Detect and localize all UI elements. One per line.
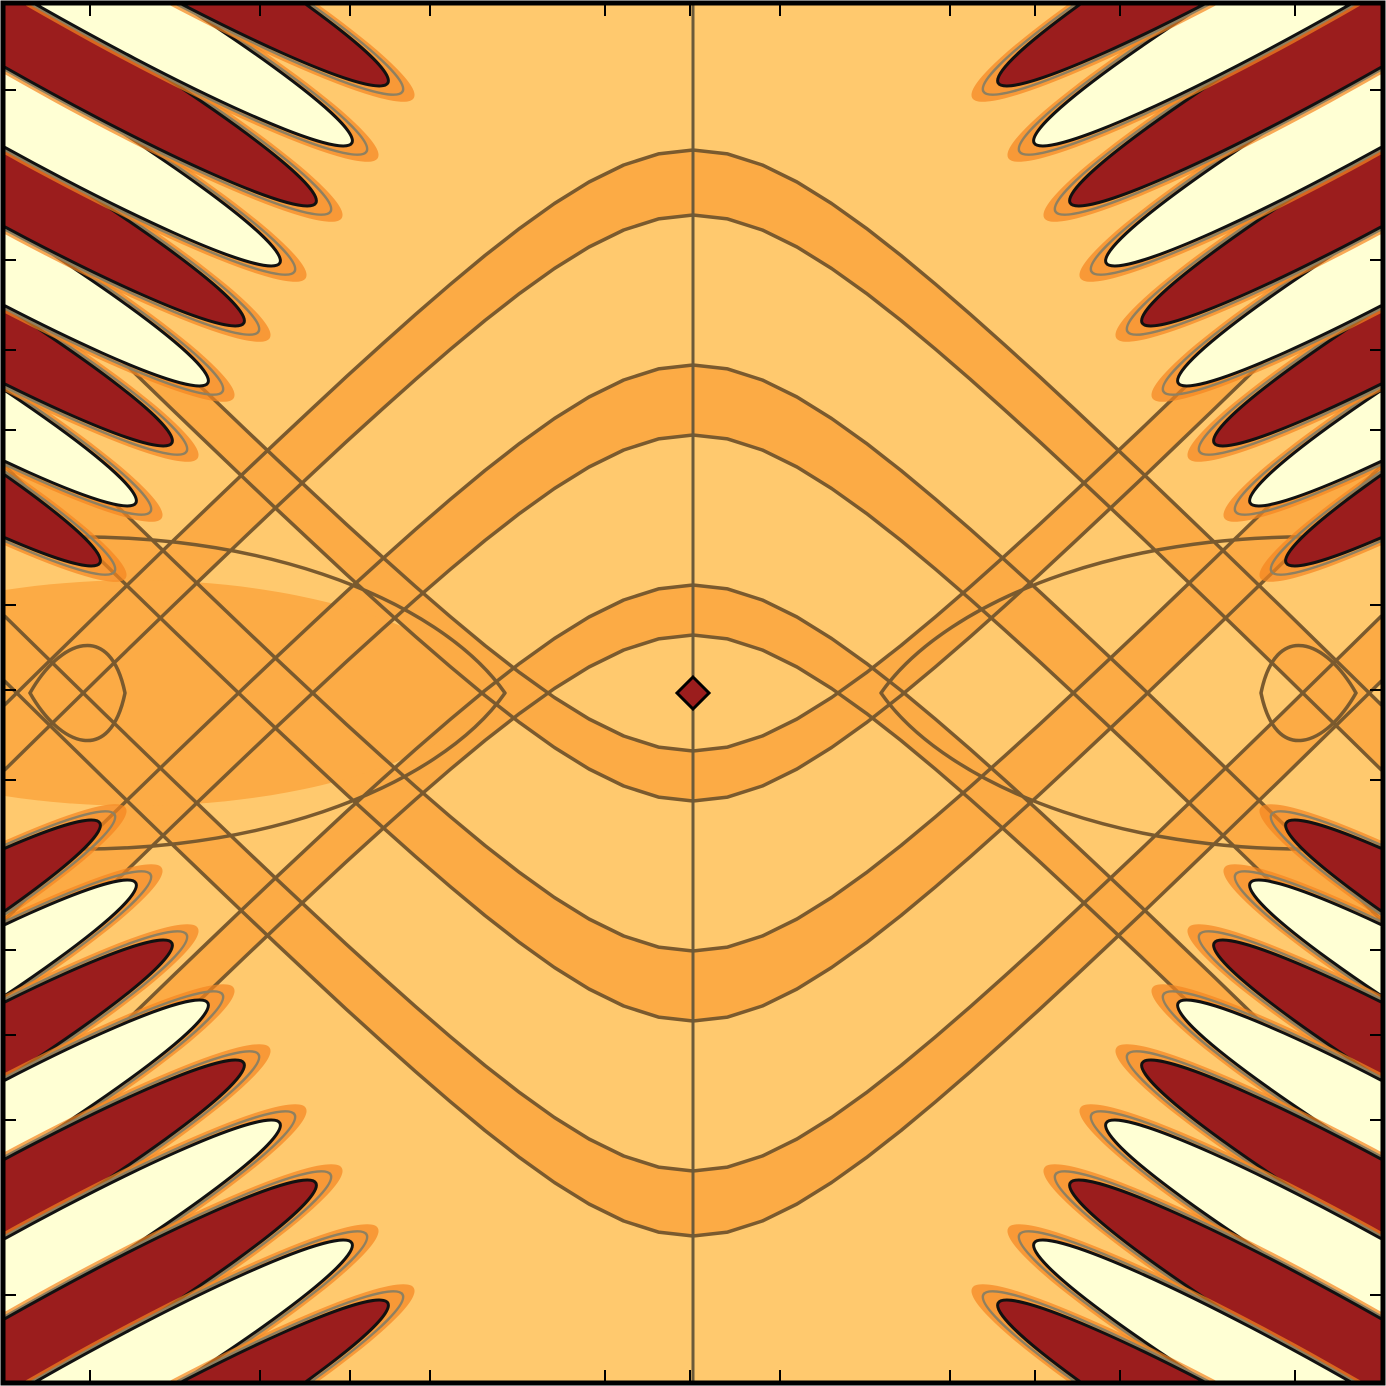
contour-line <box>5 535 507 851</box>
contour-line <box>691 148 1381 708</box>
contour-band <box>693 365 1381 990</box>
lobe <box>5 193 127 582</box>
lobe <box>1223 133 1381 522</box>
lobe <box>1079 1104 1381 1381</box>
lobe <box>971 1284 1381 1381</box>
lobe <box>1151 984 1381 1373</box>
lobe <box>5 1284 415 1381</box>
contour-line <box>5 148 695 708</box>
contour-line <box>5 678 695 1238</box>
lobe <box>1007 5 1381 162</box>
lobe <box>5 5 415 102</box>
contour-line <box>28 643 127 743</box>
lobe <box>971 5 1381 102</box>
contour-line <box>5 613 695 1173</box>
lobe <box>1151 13 1381 402</box>
lobe <box>5 73 199 462</box>
lobe <box>5 804 127 1193</box>
lobe <box>5 924 199 1313</box>
lobe <box>1079 5 1381 282</box>
contour-line <box>691 613 1381 1173</box>
contour-band <box>5 365 693 990</box>
axis-ticks <box>5 5 1381 1381</box>
contour-bands <box>5 150 1381 1236</box>
lobe <box>5 1224 379 1381</box>
lobe <box>1043 5 1381 222</box>
contour-line <box>1259 643 1358 743</box>
lobe <box>1187 924 1381 1313</box>
lobe <box>1007 1224 1381 1381</box>
lobe <box>1223 864 1381 1253</box>
contour-band <box>5 580 505 806</box>
contour-band <box>693 396 1381 1021</box>
lobe <box>1115 1044 1381 1381</box>
lobe <box>5 5 379 162</box>
lobe <box>5 864 163 1253</box>
lobe <box>5 133 163 522</box>
contour-line <box>691 213 1381 773</box>
contour-line <box>879 535 1381 851</box>
lobe <box>5 1044 271 1381</box>
lobe <box>5 1164 343 1381</box>
lobe <box>5 984 235 1373</box>
lobe <box>1043 1164 1381 1381</box>
lobe <box>1259 193 1381 582</box>
lobe <box>1259 804 1381 1193</box>
lobe <box>1187 73 1381 462</box>
contour-line <box>691 678 1381 1238</box>
contour-band <box>5 616 693 1236</box>
contour-band <box>693 150 1381 770</box>
contour-band <box>5 196 693 801</box>
contour-band <box>693 585 1381 1190</box>
lobe <box>5 5 307 282</box>
contour-band <box>5 150 693 770</box>
contour-band <box>693 616 1381 1236</box>
contour-band <box>5 585 693 1190</box>
lobe <box>5 1104 307 1381</box>
lobe <box>5 13 235 402</box>
center-marker-diamond <box>674 674 712 712</box>
contour-band <box>693 196 1381 801</box>
lobe <box>5 5 271 342</box>
contour-band <box>5 396 693 1021</box>
lobe <box>1115 5 1381 342</box>
contour-line <box>5 213 695 773</box>
lobe <box>5 5 343 222</box>
